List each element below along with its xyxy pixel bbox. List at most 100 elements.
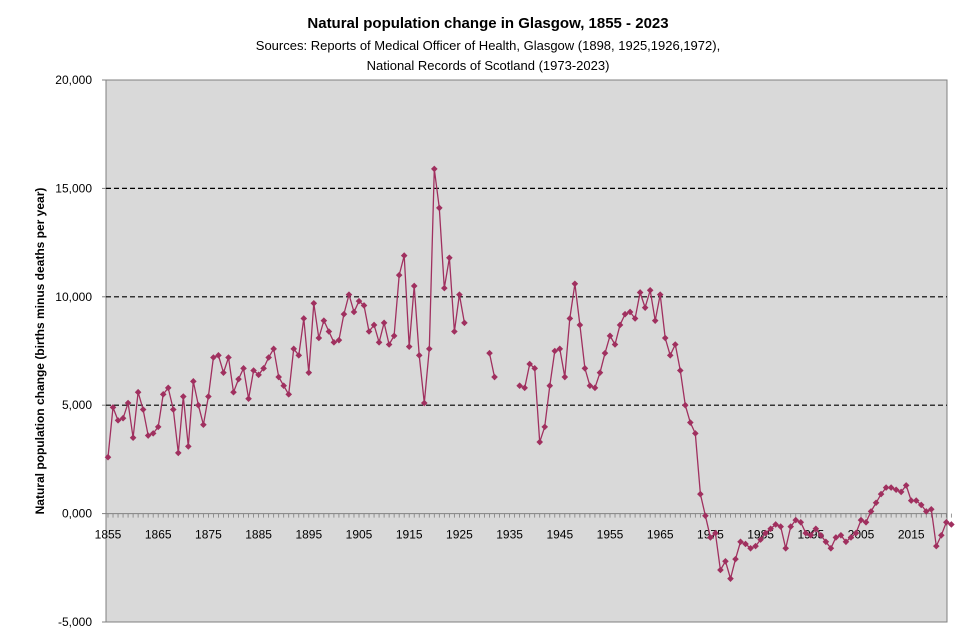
data-point [742,540,749,548]
data-point [656,291,664,298]
data-point [641,304,649,311]
data-point [129,434,137,442]
x-tick-label: 1965 [647,528,674,542]
data-point [360,302,368,309]
data-point [812,525,820,533]
data-point [687,419,694,426]
x-tick-label: 1865 [145,528,172,542]
data-point [185,443,192,450]
data-point [626,308,634,316]
data-point [516,382,523,389]
data-point [591,384,599,392]
data-point [797,518,805,526]
data-point [305,369,313,376]
data-point [666,352,674,359]
data-point [561,373,569,381]
data-point [114,417,122,424]
data-point [676,367,684,374]
data-point [159,391,167,398]
data-point [320,317,328,324]
data-point [631,315,639,322]
data-point [892,486,900,494]
data-point [902,482,910,489]
data-point [280,382,287,389]
data-point [149,430,157,437]
data-point [717,566,724,574]
data-point [215,352,222,359]
data-point [446,254,453,262]
data-point [907,497,915,504]
data-point [250,367,257,374]
data-point [867,508,875,515]
data-point [837,531,845,539]
data-point [265,354,272,361]
data-point [154,423,162,431]
data-point [857,516,865,524]
data-point [762,529,769,537]
data-point [933,542,940,550]
data-point [395,271,403,279]
data-point [275,373,282,381]
data-point [164,384,172,392]
data-point [948,521,955,528]
data-point [220,369,227,376]
data-point [300,315,308,322]
data-point [290,345,298,353]
data-point [456,291,463,298]
data-point [938,531,945,539]
data-point [486,349,493,357]
data-point [621,310,629,318]
y-axis-label: Natural population change (births minus … [33,188,47,515]
data-point [491,373,498,381]
data-point [912,497,920,504]
data-point [350,308,358,316]
data-point [315,334,323,342]
data-point [732,555,739,563]
data-point [410,282,418,290]
data-point [601,349,609,357]
data-point [340,310,348,318]
data-point [887,484,895,491]
data-point [400,252,408,259]
data-point [792,516,800,524]
data-point [877,490,885,498]
data-point [270,345,277,353]
data-point [451,328,458,335]
data-point [832,534,840,541]
data-point [752,542,759,550]
data-point [817,531,825,539]
data-point [375,339,383,346]
data-point [611,341,619,348]
data-point [225,354,232,361]
data-point [782,544,789,552]
data-point [772,521,779,528]
y-tick-label: 10,000 [55,290,92,304]
data-point [551,347,559,355]
x-tick-label: 2005 [848,528,875,542]
grid-layer [106,187,947,515]
data-point [847,534,855,541]
data-point [205,393,212,400]
data-point [606,332,614,340]
data-point [566,315,574,322]
data-point [180,393,187,400]
data-point [370,321,378,329]
data-point [380,319,388,327]
data-point [616,321,624,329]
data-point [651,317,659,324]
data-point [390,332,398,340]
data-point [169,406,177,413]
data-point [345,291,353,298]
chart-title: Natural population change in Glasgow, 18… [307,15,668,32]
y-tick-label: 5,000 [62,398,92,412]
data-point [722,557,729,565]
data-point [531,365,538,372]
data-point [917,501,925,509]
data-point [385,341,393,348]
y-axis: 20,000 15,000 10,000 5,000 0,000 -5,000 [55,73,106,629]
data-point [661,334,669,342]
data-point [119,414,127,422]
data-point [692,430,699,437]
